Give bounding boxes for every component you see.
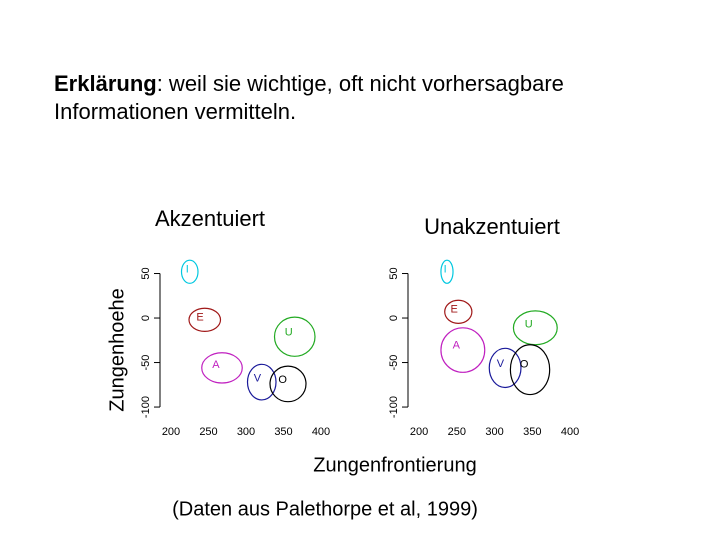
vowel-label: A [212,359,220,371]
explanation: Erklärung: weil sie wichtige, oft nicht … [54,70,644,126]
vowel-label: V [254,372,262,384]
vowel-region [269,365,307,403]
x-tick-label: 300 [237,426,255,438]
x-tick-label: 250 [199,426,217,438]
explanation-text: : weil sie wichtige, oft nicht vorhersag… [54,71,564,124]
x-tick-label: 200 [162,426,180,438]
vowel-label: I [186,263,189,275]
y-tick-label: 0 [140,315,152,321]
vowel-label: V [497,358,505,370]
vowel-region [512,310,558,346]
chart-title: Unakzentuiert [424,214,560,239]
y-tick-label: -50 [388,355,400,371]
y-tick-label: 50 [140,267,152,279]
x-axis-label: Zungenfrontierung [313,454,476,476]
vowel-region [180,259,199,284]
vowel-label: O [278,374,287,386]
x-tick-label: 200 [410,426,428,438]
y-tick-label: -100 [140,396,152,418]
vowel-region [444,299,473,324]
x-tick-label: 300 [485,426,503,438]
vowel-region [188,307,222,332]
vowel-label: U [525,318,533,330]
vowel-region [246,363,277,401]
vowel-label: E [196,311,203,323]
x-tick-label: 350 [274,426,292,438]
chart-title: Akzentuiert [155,206,265,231]
x-tick-label: 350 [523,426,541,438]
y-tick-label: -100 [388,396,400,418]
vowel-label: U [285,327,293,339]
x-tick-label: 400 [312,426,330,438]
explanation-bold: Erklärung [54,71,157,96]
y-axis-label: Zungenhoehe [106,288,128,411]
y-tick-label: 50 [388,267,400,279]
vowel-region [509,344,551,396]
y-tick-label: 0 [388,315,400,321]
vowel-label: A [453,340,461,352]
x-tick-label: 250 [448,426,466,438]
source: (Daten aus Palethorpe et al, 1999) [172,498,478,520]
vowel-region [201,352,243,384]
vowel-region [440,327,486,373]
vowel-label: I [444,263,447,275]
vowel-region [488,347,522,389]
vowel-label: E [451,303,458,315]
y-tick-label: -50 [140,355,152,371]
x-tick-label: 400 [561,426,579,438]
vowel-label: O [520,359,529,371]
vowel-region [273,316,316,357]
vowel-region [440,259,454,284]
